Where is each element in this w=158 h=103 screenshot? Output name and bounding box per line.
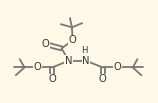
Text: O: O	[33, 62, 41, 73]
Text: N: N	[65, 56, 73, 66]
Text: N: N	[82, 56, 90, 66]
Text: O: O	[69, 35, 77, 45]
Text: O: O	[99, 74, 107, 84]
Text: O: O	[42, 39, 50, 49]
Text: O: O	[48, 74, 56, 84]
Text: H: H	[81, 46, 88, 55]
Text: O: O	[114, 62, 122, 73]
